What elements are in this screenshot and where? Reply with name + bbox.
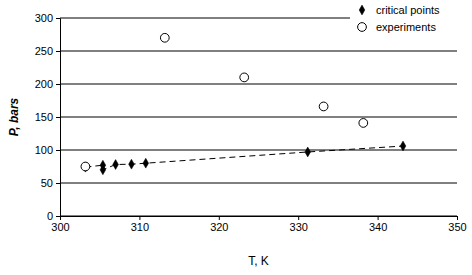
tick: 320: [210, 216, 228, 233]
legend-symbol: [358, 23, 367, 32]
tick-label: 320: [210, 221, 228, 233]
tick-mark: [56, 216, 60, 217]
point: [160, 33, 169, 42]
point: [305, 147, 311, 157]
grid-line: [60, 51, 457, 52]
point: [100, 165, 106, 175]
tick: 200: [35, 78, 60, 90]
tick-label: 150: [35, 111, 53, 123]
plot: 300 310 320 330 340 350 0 50 100 150 200 250 300: [35, 12, 467, 233]
tick-mark: [457, 216, 458, 220]
tick-label: 310: [131, 221, 149, 233]
tick: 100: [35, 144, 60, 156]
x-axis-title: T, K: [248, 254, 269, 268]
point: [240, 73, 249, 82]
tick: 150: [35, 111, 60, 123]
tick: 250: [35, 45, 60, 57]
tick: 350: [448, 216, 466, 233]
grid-line: [60, 150, 457, 151]
point: [400, 141, 406, 151]
y-axis: 0 50 100 150 200 250 300: [35, 12, 61, 222]
axis-line: [56, 19, 61, 217]
tick: 300: [35, 12, 60, 24]
grid-line: [60, 117, 457, 118]
y-axis-title: P, bars: [7, 97, 21, 136]
tick-mark: [378, 216, 379, 220]
tick-label: 250: [35, 45, 53, 57]
tick-label: 200: [35, 78, 53, 90]
tick-label: 0: [47, 210, 53, 222]
tick-label: 330: [290, 221, 308, 233]
legend: critical points experiments: [350, 2, 470, 36]
tick-label: 300: [51, 221, 69, 233]
axis-line: [61, 217, 458, 221]
grid-line: [60, 183, 457, 184]
tick-mark: [139, 216, 140, 220]
tick-label: 350: [448, 221, 466, 233]
grid: [60, 18, 457, 216]
point: [129, 159, 135, 169]
tick-mark: [298, 216, 299, 220]
series-line: [85, 146, 403, 170]
marks: [81, 33, 406, 174]
point: [143, 158, 149, 168]
tick-label: 300: [35, 12, 53, 24]
tick-label: 100: [35, 144, 53, 156]
tick: 310: [131, 216, 149, 233]
tick-label: 340: [369, 221, 387, 233]
legend-box: [350, 2, 470, 36]
point: [113, 160, 119, 170]
legend-label: experiments: [376, 21, 436, 33]
chart: 300 310 320 330 340 350 0 50 100 150 200 250 300 T, K…: [0, 0, 472, 275]
legend-symbol: [359, 5, 365, 15]
tick-mark: [56, 84, 60, 85]
tick: 340: [369, 216, 387, 233]
tick: 300: [51, 216, 69, 233]
tick-mark: [56, 150, 60, 151]
tick-mark: [56, 18, 60, 19]
tick-mark: [56, 183, 60, 184]
tick-mark: [56, 117, 60, 118]
tick: 50: [41, 177, 60, 189]
tick-mark: [219, 216, 220, 220]
point: [319, 102, 328, 111]
grid-line: [60, 84, 457, 85]
x-axis: 300 310 320 330 340 350: [51, 216, 466, 233]
point: [81, 162, 90, 171]
tick: 330: [290, 216, 308, 233]
tick-label: 50: [41, 177, 53, 189]
point: [359, 119, 368, 128]
tick-mark: [56, 51, 60, 52]
legend-label: critical points: [376, 4, 440, 16]
tick: 0: [47, 210, 60, 222]
